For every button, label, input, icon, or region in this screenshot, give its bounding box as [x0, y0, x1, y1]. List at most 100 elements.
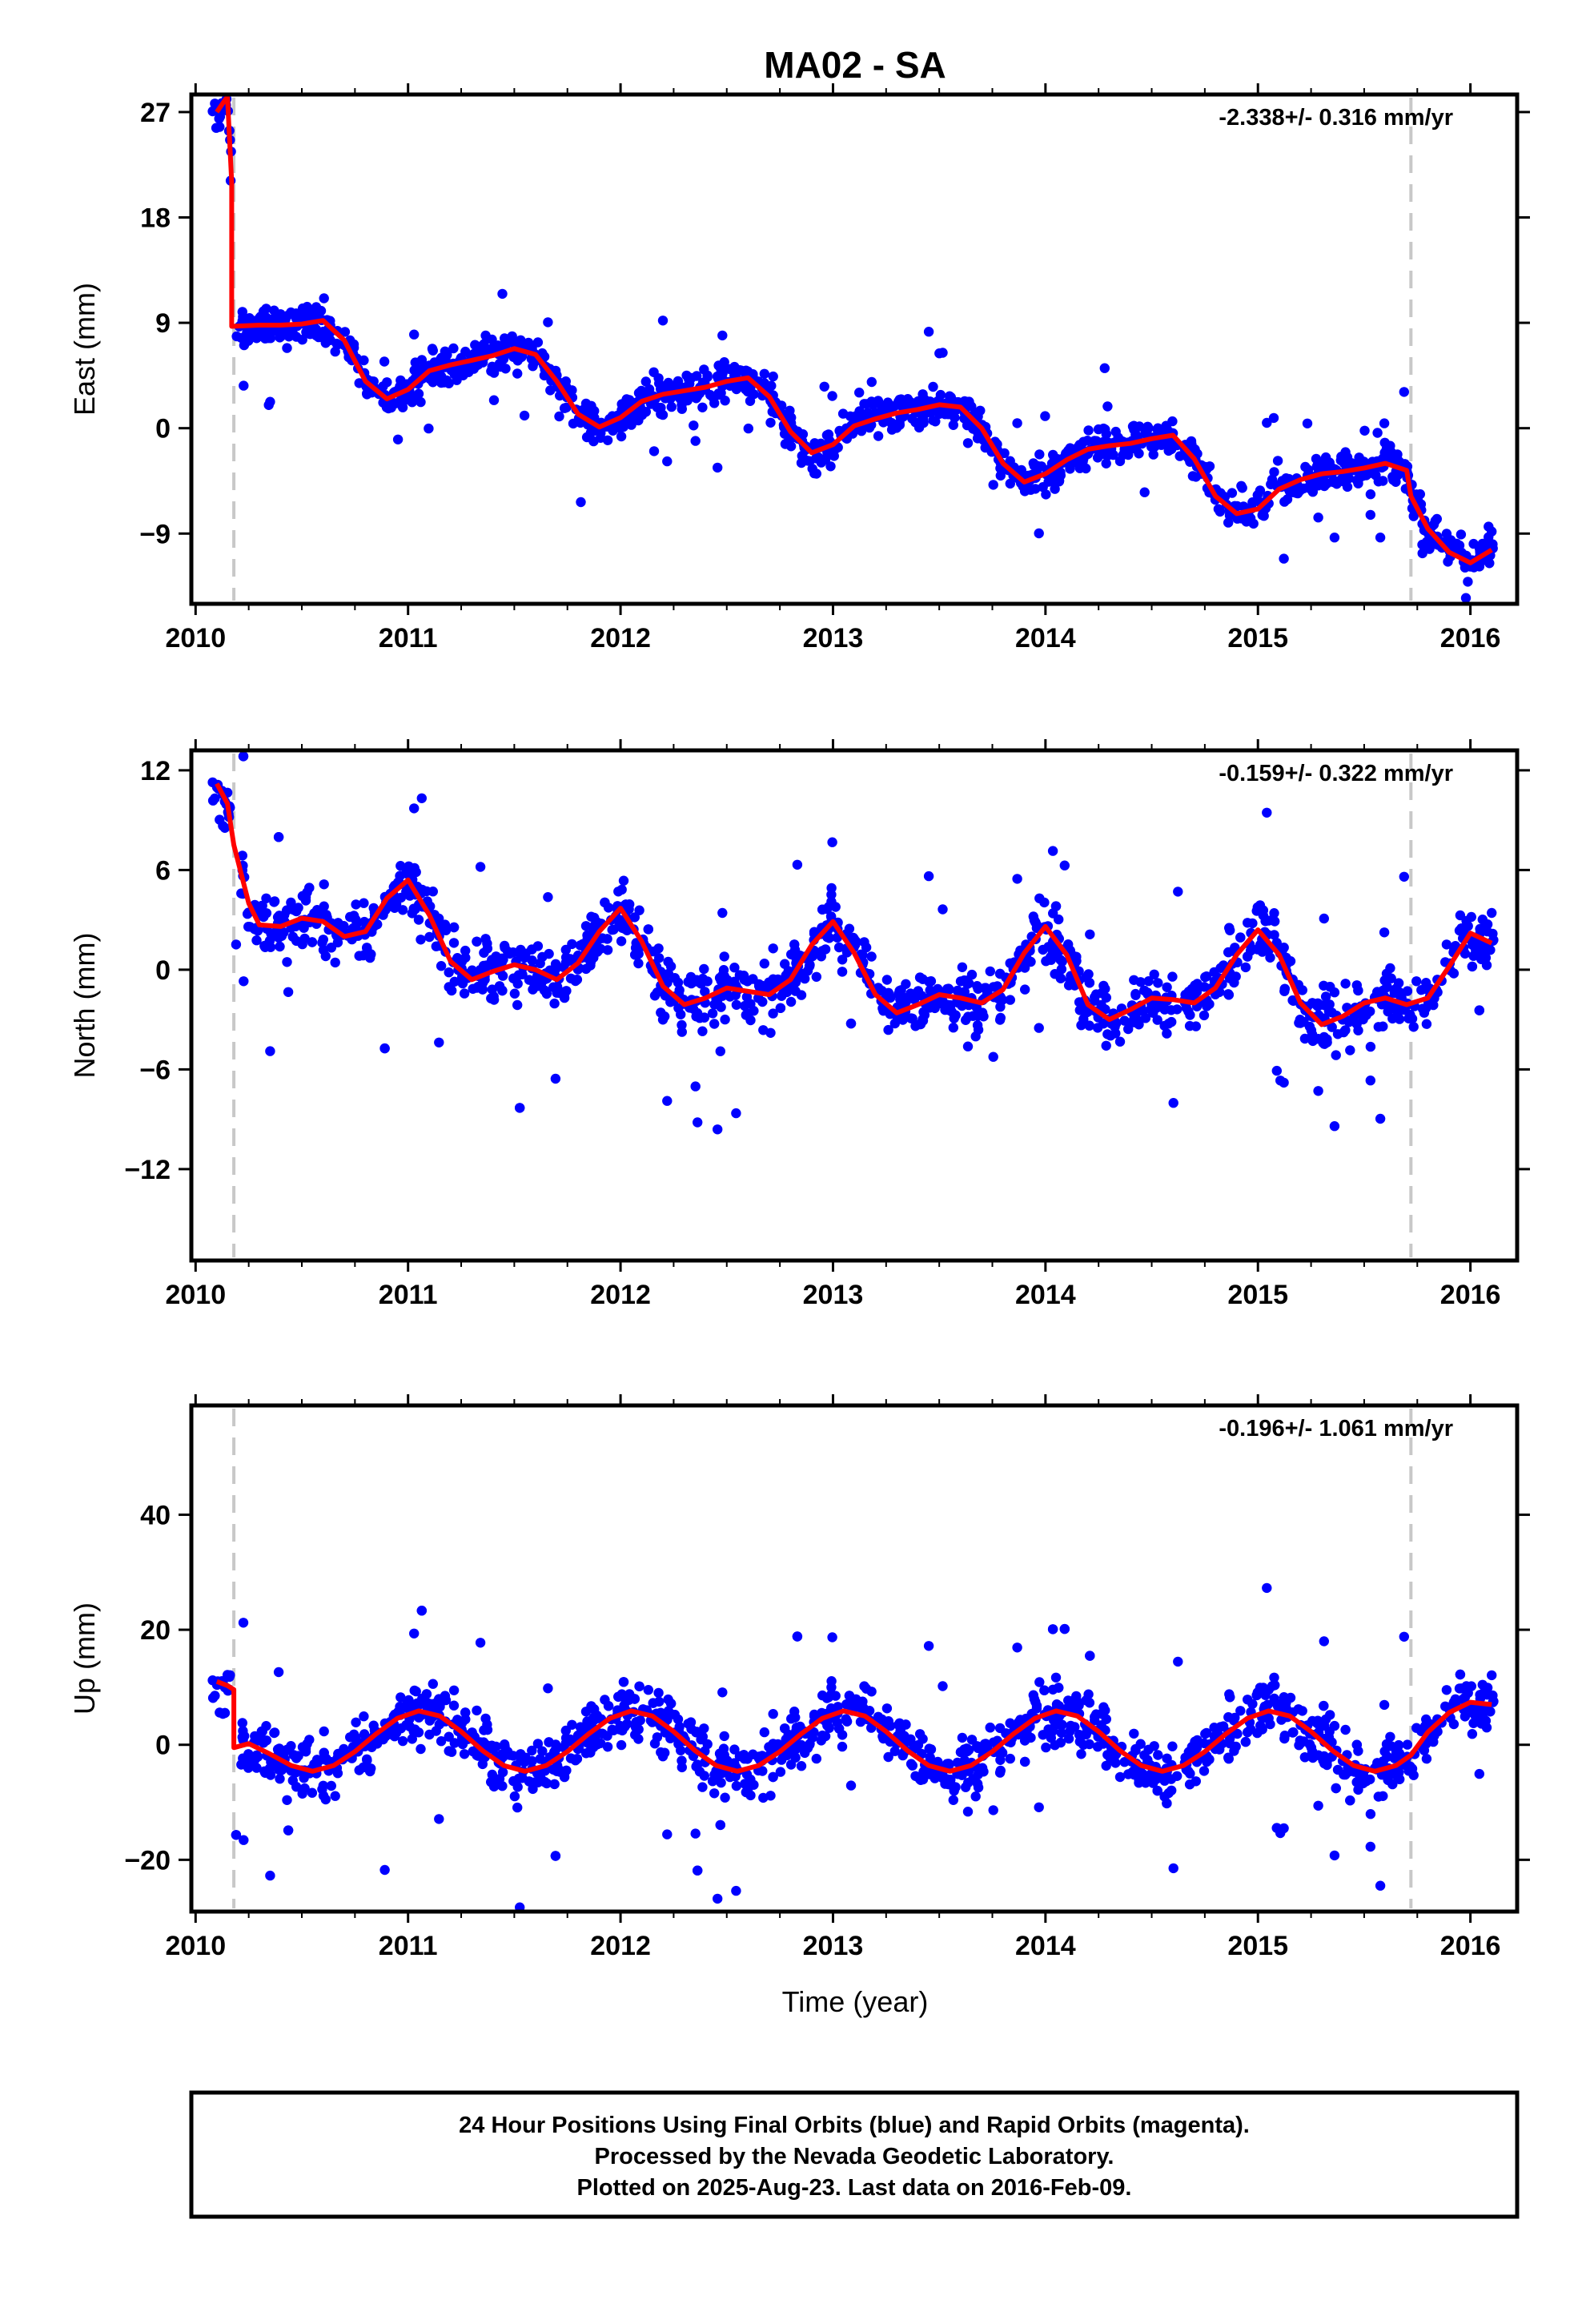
- obs-point: [1138, 1006, 1149, 1016]
- obs-point: [1386, 1741, 1396, 1751]
- obs-point: [1100, 983, 1110, 994]
- obs-point: [283, 1825, 294, 1835]
- obs-point: [1441, 1685, 1452, 1695]
- obs-point: [1476, 1719, 1487, 1729]
- x-tick-label: 2016: [1440, 623, 1501, 653]
- obs-point: [1054, 1683, 1064, 1693]
- x-tick-label: 2014: [1015, 1931, 1076, 1961]
- obs-point: [586, 1701, 596, 1711]
- y-tick-label: −12: [124, 1155, 171, 1185]
- obs-point: [881, 975, 893, 985]
- obs-point: [707, 1008, 718, 1019]
- obs-point: [1279, 497, 1290, 507]
- obs-point: [494, 358, 505, 369]
- obs-point: [224, 1671, 235, 1683]
- obs-point: [1063, 1733, 1074, 1744]
- obs-point: [613, 1691, 624, 1702]
- obs-point: [485, 959, 496, 970]
- obs-point: [1327, 1022, 1337, 1032]
- obs-point: [950, 1782, 961, 1792]
- obs-point: [861, 942, 872, 953]
- y-axis-label-east: East (mm): [68, 283, 101, 416]
- obs-point: [1101, 1760, 1111, 1771]
- obs-point: [952, 1757, 963, 1768]
- obs-point: [231, 939, 242, 950]
- obs-point: [796, 1739, 807, 1751]
- obs-point: [620, 1721, 630, 1732]
- y-tick-label: 20: [140, 1615, 171, 1646]
- obs-point: [1468, 1718, 1479, 1728]
- obs-point: [792, 859, 803, 870]
- obs-point: [351, 1717, 361, 1727]
- obs-point: [421, 1689, 432, 1699]
- obs-point: [697, 974, 708, 984]
- obs-point: [1353, 478, 1363, 489]
- rate-label-east: -2.338+/- 0.316 mm/yr: [1219, 105, 1453, 131]
- obs-point: [1399, 871, 1410, 883]
- obs-point: [282, 1744, 292, 1755]
- obs-point: [265, 396, 275, 407]
- obs-point: [286, 307, 296, 318]
- obs-point: [286, 897, 296, 908]
- obs-point: [816, 1735, 826, 1746]
- x-tick-label: 2015: [1227, 623, 1288, 653]
- obs-point: [1474, 1768, 1485, 1779]
- obs-point: [539, 985, 550, 995]
- obs-point: [686, 1723, 697, 1735]
- obs-point: [1319, 480, 1330, 492]
- obs-point: [1477, 1679, 1488, 1690]
- obs-point: [745, 1774, 756, 1785]
- obs-point: [207, 106, 218, 117]
- obs-point: [917, 991, 927, 1001]
- obs-point: [1167, 971, 1178, 982]
- obs-point: [488, 995, 500, 1005]
- obs-point: [1307, 998, 1318, 1008]
- obs-point: [1394, 1774, 1405, 1784]
- obs-point: [1236, 480, 1247, 491]
- obs-point: [475, 862, 486, 872]
- obs-point: [1034, 1677, 1045, 1687]
- obs-point: [444, 967, 454, 978]
- obs-point: [586, 400, 596, 411]
- obs-point: [1005, 995, 1016, 1005]
- obs-point: [1114, 1036, 1126, 1047]
- obs-point: [1163, 1787, 1174, 1799]
- obs-point: [894, 420, 905, 430]
- obs-point: [717, 330, 728, 341]
- obs-point: [1307, 1715, 1318, 1727]
- obs-point: [1240, 1736, 1251, 1747]
- obs-point: [719, 1731, 729, 1742]
- obs-point: [1199, 1010, 1210, 1021]
- obs-point: [1153, 978, 1163, 988]
- obs-point: [238, 1726, 248, 1736]
- obs-point: [901, 996, 911, 1007]
- obs-point: [1050, 1672, 1062, 1683]
- obs-point: [1038, 944, 1048, 955]
- obs-point: [1028, 458, 1039, 468]
- obs-point: [1322, 1037, 1332, 1047]
- obs-point: [720, 396, 730, 406]
- obs-point: [1186, 983, 1198, 995]
- x-tick-label: 2011: [379, 1280, 438, 1310]
- obs-point: [656, 1007, 666, 1018]
- obs-point: [715, 1819, 725, 1831]
- obs-point: [482, 1724, 493, 1735]
- y-tick-label: 0: [155, 1731, 171, 1761]
- obs-point: [600, 897, 610, 908]
- obs-point: [1070, 1722, 1080, 1732]
- obs-point: [1329, 1121, 1340, 1132]
- obs-point: [477, 1759, 488, 1770]
- obs-point: [1243, 951, 1253, 962]
- obs-point: [244, 922, 255, 932]
- x-tick-label: 2011: [379, 1931, 438, 1961]
- obs-point: [1365, 1076, 1376, 1086]
- obs-point: [731, 1780, 742, 1791]
- obs-point: [811, 1753, 821, 1764]
- obs-point: [729, 361, 740, 372]
- obs-point: [618, 1677, 629, 1687]
- obs-point: [297, 1788, 307, 1799]
- obs-point: [620, 899, 631, 910]
- plot-frame-north: [189, 748, 1520, 1263]
- obs-point: [1299, 1033, 1311, 1044]
